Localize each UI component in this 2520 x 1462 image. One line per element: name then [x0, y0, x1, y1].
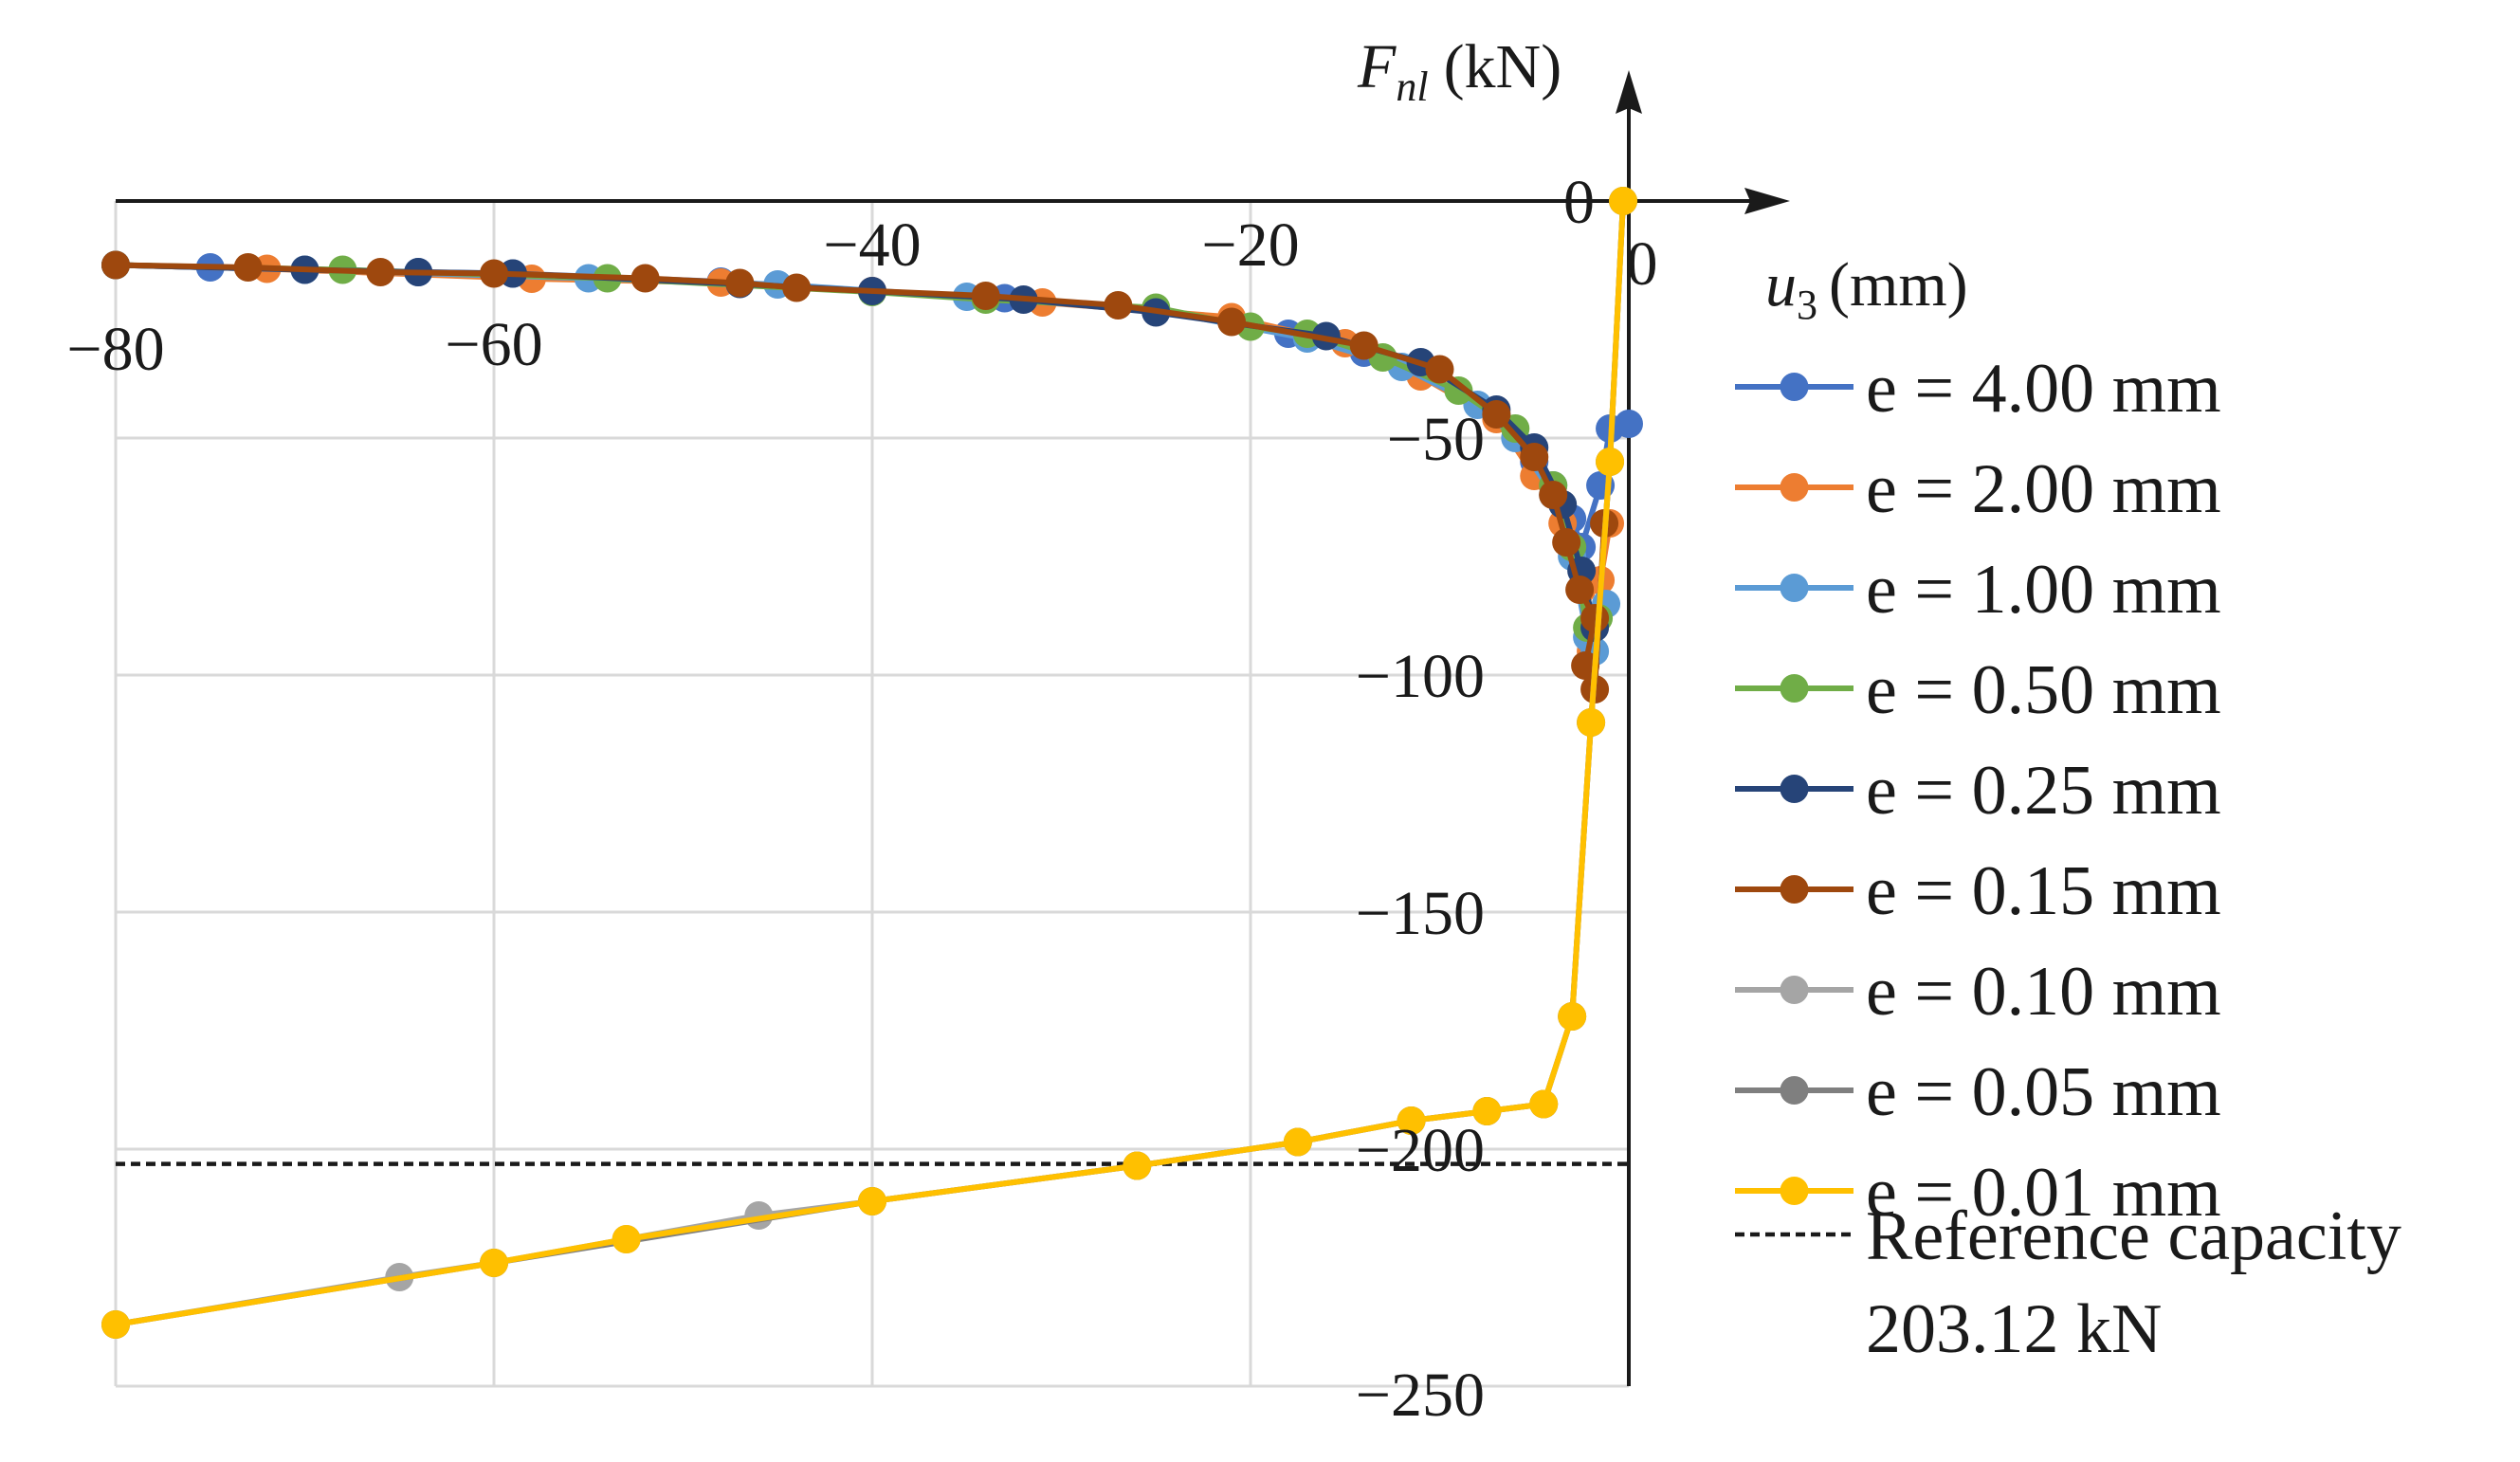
legend-label-6: e = 0.10 mm: [1866, 953, 2221, 1031]
series-4: [101, 250, 1610, 642]
series-5-point-14: [1539, 481, 1568, 509]
series-5-point-9: [1217, 307, 1247, 337]
x-tick-label-0: −80: [66, 315, 164, 384]
series-8-point-10: [1577, 708, 1606, 737]
legend-swatch-marker-1: [1780, 473, 1809, 502]
series-8-point-6: [1397, 1106, 1426, 1135]
series-8-point-2: [612, 1225, 641, 1253]
axes: [116, 70, 1790, 1386]
y-tick-label-1: −50: [1387, 405, 1485, 474]
y-axis-arrow: [1616, 70, 1642, 114]
legend-swatch-marker-0: [1780, 373, 1809, 401]
legend-swatch-marker-8: [1780, 1177, 1809, 1205]
series-5-point-11: [1425, 355, 1454, 384]
series-5-point-16: [1565, 576, 1595, 604]
legend-label-4: e = 0.25 mm: [1866, 752, 2221, 830]
series-5-point-6: [782, 273, 812, 302]
y-tick-label-4: −200: [1356, 1116, 1485, 1185]
legend-label-5: e = 0.15 mm: [1866, 852, 2221, 930]
y-axis-title-subscript: nl: [1396, 64, 1428, 110]
series-5-point-13: [1520, 443, 1549, 471]
y-tick-label-3: −150: [1356, 879, 1485, 948]
legend-label-7: e = 0.05 mm: [1866, 1053, 2221, 1131]
tick-labels: −80 −60−40 −20 00−50−100−150−200−250: [66, 168, 1657, 1430]
legend-label-reference-value: 203.12 kN: [1866, 1290, 2162, 1368]
series-5-point-1: [233, 253, 263, 282]
legend-item-1: e = 2.00 mm: [1735, 450, 2221, 528]
y-axis-title-symbol: F: [1357, 32, 1397, 101]
series-5-point-2: [366, 258, 395, 286]
series-8-point-11: [1596, 448, 1625, 476]
legend-label-reference: Reference capacity: [1866, 1197, 2401, 1275]
series-line-2: [115, 262, 1610, 654]
series-8: [101, 187, 1638, 1339]
series-5-point-8: [1104, 291, 1133, 320]
legend: e = 4.00 mm e = 2.00 mm e = 1.00 mm e = 0.5…: [1735, 350, 2401, 1368]
series-5-point-3: [480, 259, 508, 288]
series-5-point-17: [1580, 604, 1610, 632]
series-5-point-0: [101, 250, 130, 280]
series-5-point-15: [1552, 528, 1581, 557]
series-5-point-7: [971, 282, 1000, 310]
y-tick-label-2: −100: [1356, 642, 1485, 711]
y-axis-title-unit: (kN): [1444, 32, 1562, 101]
legend-label-8: e = 0.01 mm: [1866, 1154, 2221, 1232]
grid: [114, 201, 1629, 1388]
series-line-4: [115, 262, 1598, 629]
legend-label-3: e = 0.50 mm: [1866, 651, 2221, 729]
y-axis-title: Fnl (kN): [1357, 32, 1561, 110]
legend-item-5: e = 0.15 mm: [1735, 852, 2221, 930]
series-8-point-7: [1472, 1097, 1502, 1125]
y-tick-label-0: 0: [1563, 168, 1595, 237]
legend-swatch-marker-7: [1780, 1076, 1809, 1105]
legend-swatch-marker-4: [1780, 775, 1809, 803]
series-5-point-10: [1349, 331, 1379, 360]
legend-label-2: e = 1.00 mm: [1866, 551, 2221, 629]
legend-item-reference: Reference capacity 203.12 kN: [1735, 1197, 2401, 1368]
series-8-point-3: [858, 1187, 886, 1215]
series-line-3: [115, 262, 1601, 630]
series-5-point-12: [1482, 400, 1511, 429]
series-group: [101, 187, 1643, 1339]
x-axis-title: u3 (mm): [1765, 250, 1968, 328]
series-8-point-8: [1529, 1089, 1559, 1119]
legend-item-4: e = 0.25 mm: [1735, 752, 2221, 830]
legend-swatch-marker-3: [1780, 674, 1809, 703]
legend-item-0: e = 4.00 mm: [1735, 350, 2221, 428]
series-0-point-18: [1615, 410, 1643, 438]
legend-item-6: e = 0.10 mm: [1735, 953, 2221, 1031]
series-8-point-4: [1123, 1151, 1152, 1180]
series-8-point-12: [1609, 187, 1638, 215]
legend-swatch-marker-2: [1780, 574, 1809, 602]
x-axis-title-subscript: 3: [1797, 282, 1817, 328]
x-tick-label-2: −40: [823, 210, 921, 280]
series-8-point-9: [1558, 1002, 1587, 1031]
x-axis-title-symbol: u: [1765, 250, 1797, 320]
legend-swatch-marker-6: [1780, 976, 1809, 1004]
legend-item-8: e = 0.01 mm: [1735, 1154, 2221, 1232]
x-tick-label-1: −60: [445, 310, 542, 379]
series-8-point-5: [1283, 1127, 1312, 1157]
series-8-point-1: [480, 1249, 508, 1277]
legend-item-7: e = 0.05 mm: [1735, 1053, 2221, 1131]
legend-swatch-marker-5: [1780, 875, 1809, 904]
series-5-point-4: [630, 264, 660, 293]
legend-item-2: e = 1.00 mm: [1735, 551, 2221, 629]
series-line-5: [115, 262, 1608, 692]
legend-label-0: e = 4.00 mm: [1866, 350, 2221, 428]
x-axis-arrow: [1744, 188, 1790, 214]
series-line-1: [115, 262, 1614, 654]
x-tick-label-4: 0: [1627, 229, 1658, 299]
series-8-point-0: [101, 1310, 130, 1339]
legend-item-3: e = 0.50 mm: [1735, 651, 2221, 729]
series-5: [101, 250, 1619, 704]
y-tick-label-5: −250: [1356, 1361, 1485, 1430]
series-5-point-5: [725, 268, 755, 298]
x-tick-label-3: −20: [1201, 210, 1299, 280]
legend-label-1: e = 2.00 mm: [1866, 450, 2221, 528]
x-axis-title-unit: (mm): [1829, 250, 1968, 320]
